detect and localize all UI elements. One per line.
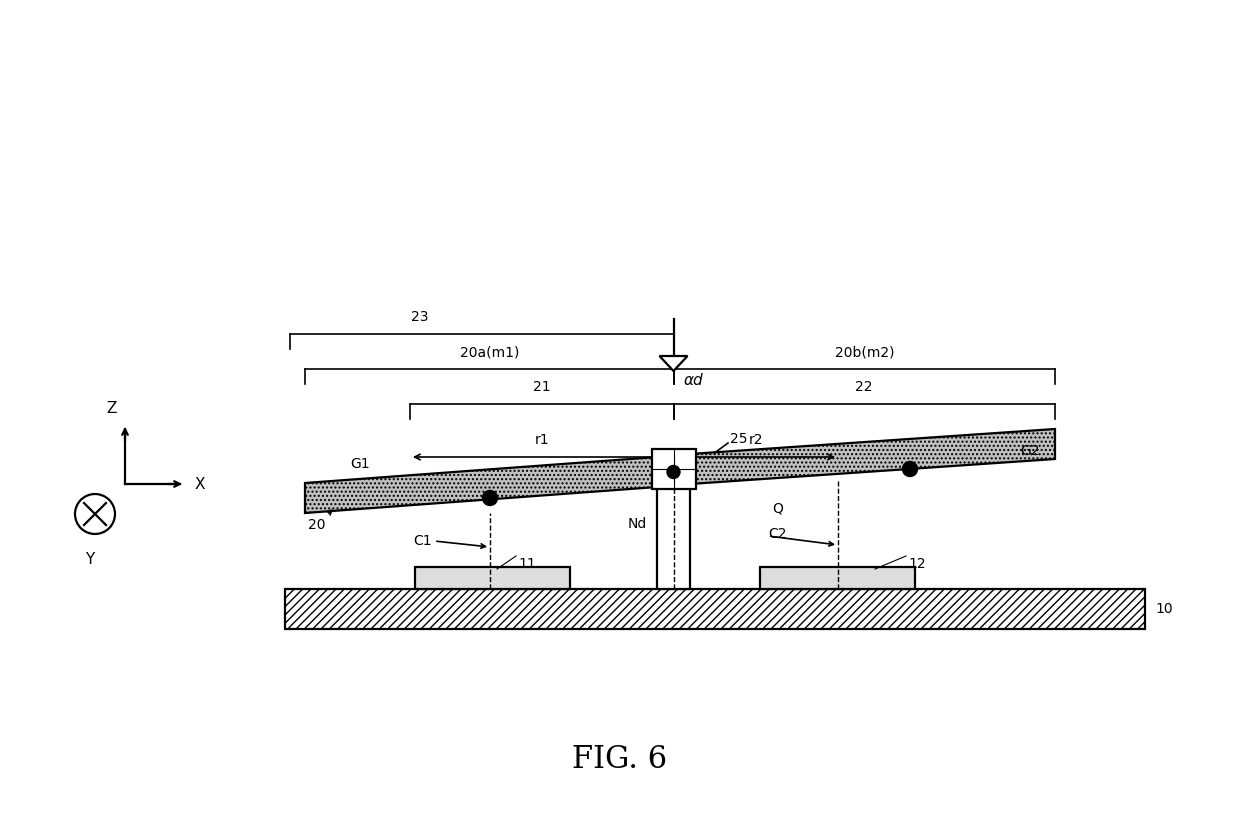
Bar — [760, 567, 915, 589]
Text: 20a(m1): 20a(m1) — [460, 345, 518, 359]
Circle shape — [482, 491, 497, 506]
Polygon shape — [689, 429, 1055, 484]
Text: 25: 25 — [730, 432, 748, 446]
Text: C2: C2 — [768, 527, 786, 541]
Text: G2: G2 — [1021, 444, 1039, 458]
Text: G1: G1 — [350, 457, 370, 471]
Text: X: X — [195, 477, 206, 492]
Text: 21: 21 — [533, 380, 551, 394]
Text: Z: Z — [107, 401, 118, 416]
Text: αd: αd — [683, 373, 703, 388]
Text: 14: 14 — [660, 542, 677, 556]
Bar — [657, 479, 689, 589]
Polygon shape — [305, 457, 657, 513]
Circle shape — [903, 461, 918, 477]
Text: Nd: Nd — [627, 517, 647, 531]
Text: Q: Q — [773, 502, 782, 516]
Polygon shape — [660, 356, 687, 371]
Text: 20: 20 — [308, 510, 331, 532]
Text: 11: 11 — [518, 557, 536, 571]
Text: Y: Y — [86, 552, 94, 567]
Text: FIG. 6: FIG. 6 — [573, 743, 667, 774]
Bar — [652, 449, 696, 489]
Text: 23: 23 — [412, 310, 429, 324]
Text: 20b(m2): 20b(m2) — [835, 345, 894, 359]
Text: 12: 12 — [908, 557, 925, 571]
Text: 10: 10 — [1154, 602, 1173, 616]
Text: r1: r1 — [534, 433, 549, 447]
Text: r2: r2 — [749, 433, 763, 447]
Text: C1: C1 — [413, 534, 432, 548]
Text: 22: 22 — [856, 380, 873, 394]
Circle shape — [667, 466, 680, 478]
Bar — [415, 567, 570, 589]
Bar — [285, 589, 1145, 629]
